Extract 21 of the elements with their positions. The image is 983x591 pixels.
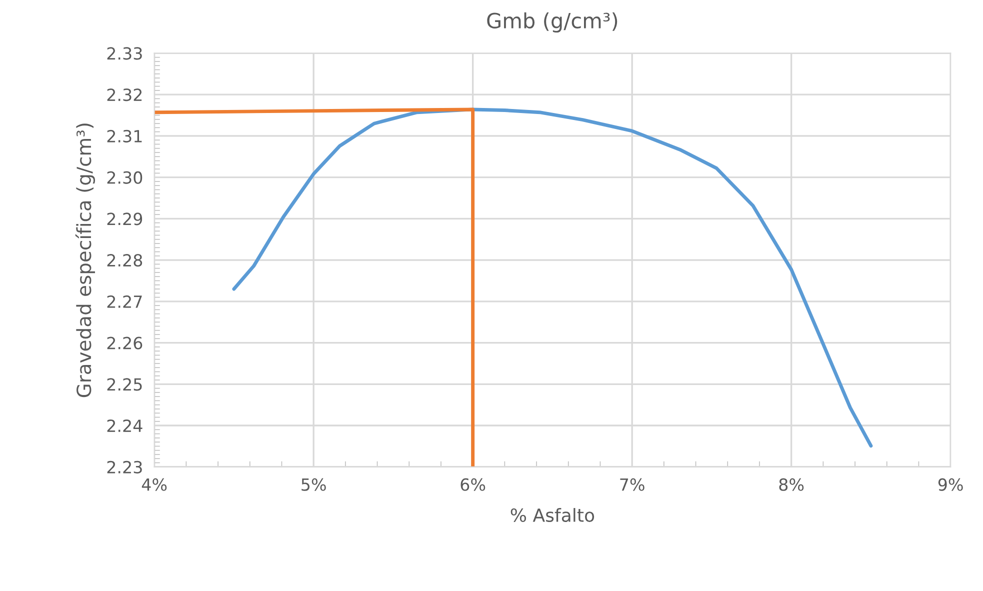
y-axis-title: Gravedad específica (g/cm³) [75, 124, 95, 398]
x-tick-label: 6% [460, 478, 486, 491]
x-tick-label: 9% [938, 478, 963, 491]
y-tick-label: 2.28 [107, 254, 142, 267]
x-tick-label: 5% [302, 478, 326, 491]
y-tick-label: 2.32 [107, 88, 142, 102]
y-tick-label: 2.27 [107, 295, 142, 308]
chart-title: Gmb (g/cm³) [487, 12, 618, 33]
x-tick-label: 7% [620, 478, 644, 491]
y-tick-label: 2.25 [107, 378, 142, 391]
x-tick-label: 4% [142, 478, 167, 491]
y-tick-label: 2.29 [107, 212, 142, 226]
x-tick-label: 8% [779, 478, 804, 491]
y-tick-label: 2.30 [107, 171, 142, 184]
y-tick-label: 2.33 [107, 47, 142, 60]
x-axis-title: % Asfalto [510, 508, 594, 522]
line-series [232, 108, 873, 448]
y-tick-label: 2.24 [107, 419, 142, 432]
y-tick-label: 2.31 [107, 130, 142, 142]
y-tick-label: 2.23 [107, 460, 142, 474]
y-tick-label: 2.26 [107, 336, 142, 350]
